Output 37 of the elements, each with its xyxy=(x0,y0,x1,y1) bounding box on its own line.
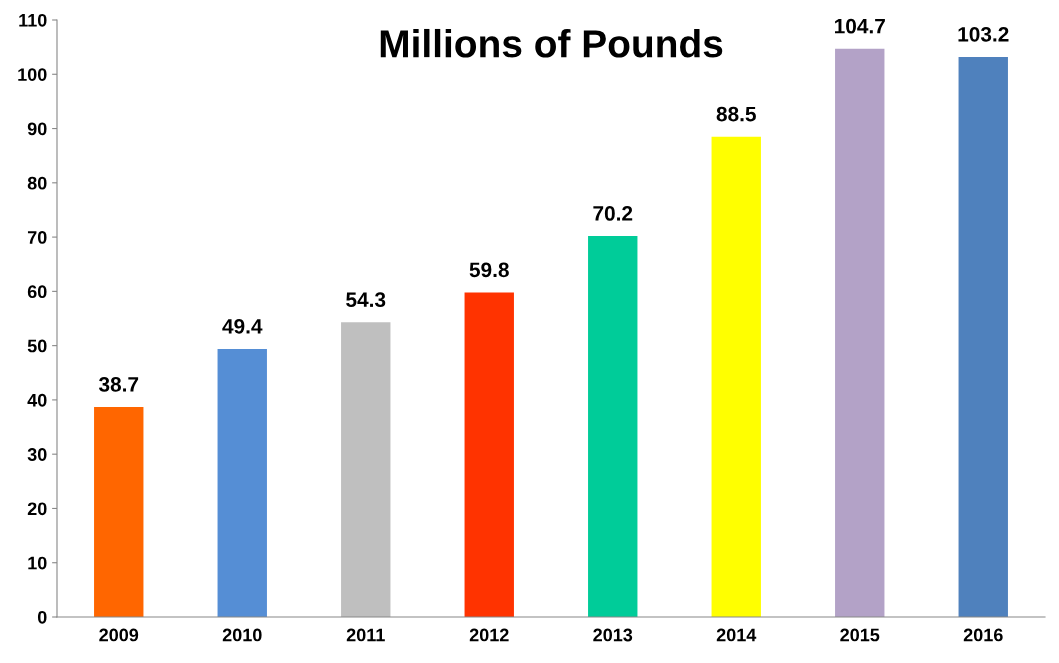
bar xyxy=(341,322,391,617)
bar xyxy=(588,236,638,617)
data-label: 88.5 xyxy=(716,106,756,122)
y-tick-label: 10 xyxy=(28,556,47,570)
bar xyxy=(217,348,267,617)
data-label: 103.2 xyxy=(958,26,1009,42)
x-tick-label: 2013 xyxy=(593,628,633,642)
data-label: 104.7 xyxy=(835,18,885,34)
y-tick-label: 60 xyxy=(27,285,47,299)
y-tick-label: 100 xyxy=(18,68,47,81)
data-label: 59.8 xyxy=(469,262,509,278)
x-tick-label: 2015 xyxy=(840,628,880,642)
bar xyxy=(464,292,514,617)
data-label: 49.4 xyxy=(222,318,263,334)
y-tick-label: 90 xyxy=(27,122,47,136)
x-tick-label: 2011 xyxy=(346,628,385,642)
x-tick-label: 2016 xyxy=(963,628,1003,642)
y-tick-label: 0 xyxy=(37,610,47,624)
y-tick-label: 110 xyxy=(19,13,47,27)
chart-title: Millions of Pounds xyxy=(380,28,723,58)
data-label: 70.2 xyxy=(593,206,633,221)
x-tick-label: 2010 xyxy=(222,628,262,642)
y-tick-label: 20 xyxy=(27,502,47,516)
bar xyxy=(958,56,1008,617)
y-tick-label: 40 xyxy=(27,393,47,407)
y-tick-label: 80 xyxy=(27,176,47,190)
x-tick-label: 2009 xyxy=(99,628,139,642)
bar xyxy=(94,406,144,617)
y-tick-label: 50 xyxy=(27,339,47,353)
data-label: 54.3 xyxy=(346,292,386,308)
bar xyxy=(711,136,761,617)
data-label: 38.7 xyxy=(98,376,139,392)
y-tick-label: 30 xyxy=(27,448,47,461)
y-tick-label: 70 xyxy=(27,231,47,244)
x-tick-label: 2012 xyxy=(469,628,509,642)
bar xyxy=(835,48,885,617)
x-tick-label: 2014 xyxy=(716,628,757,642)
